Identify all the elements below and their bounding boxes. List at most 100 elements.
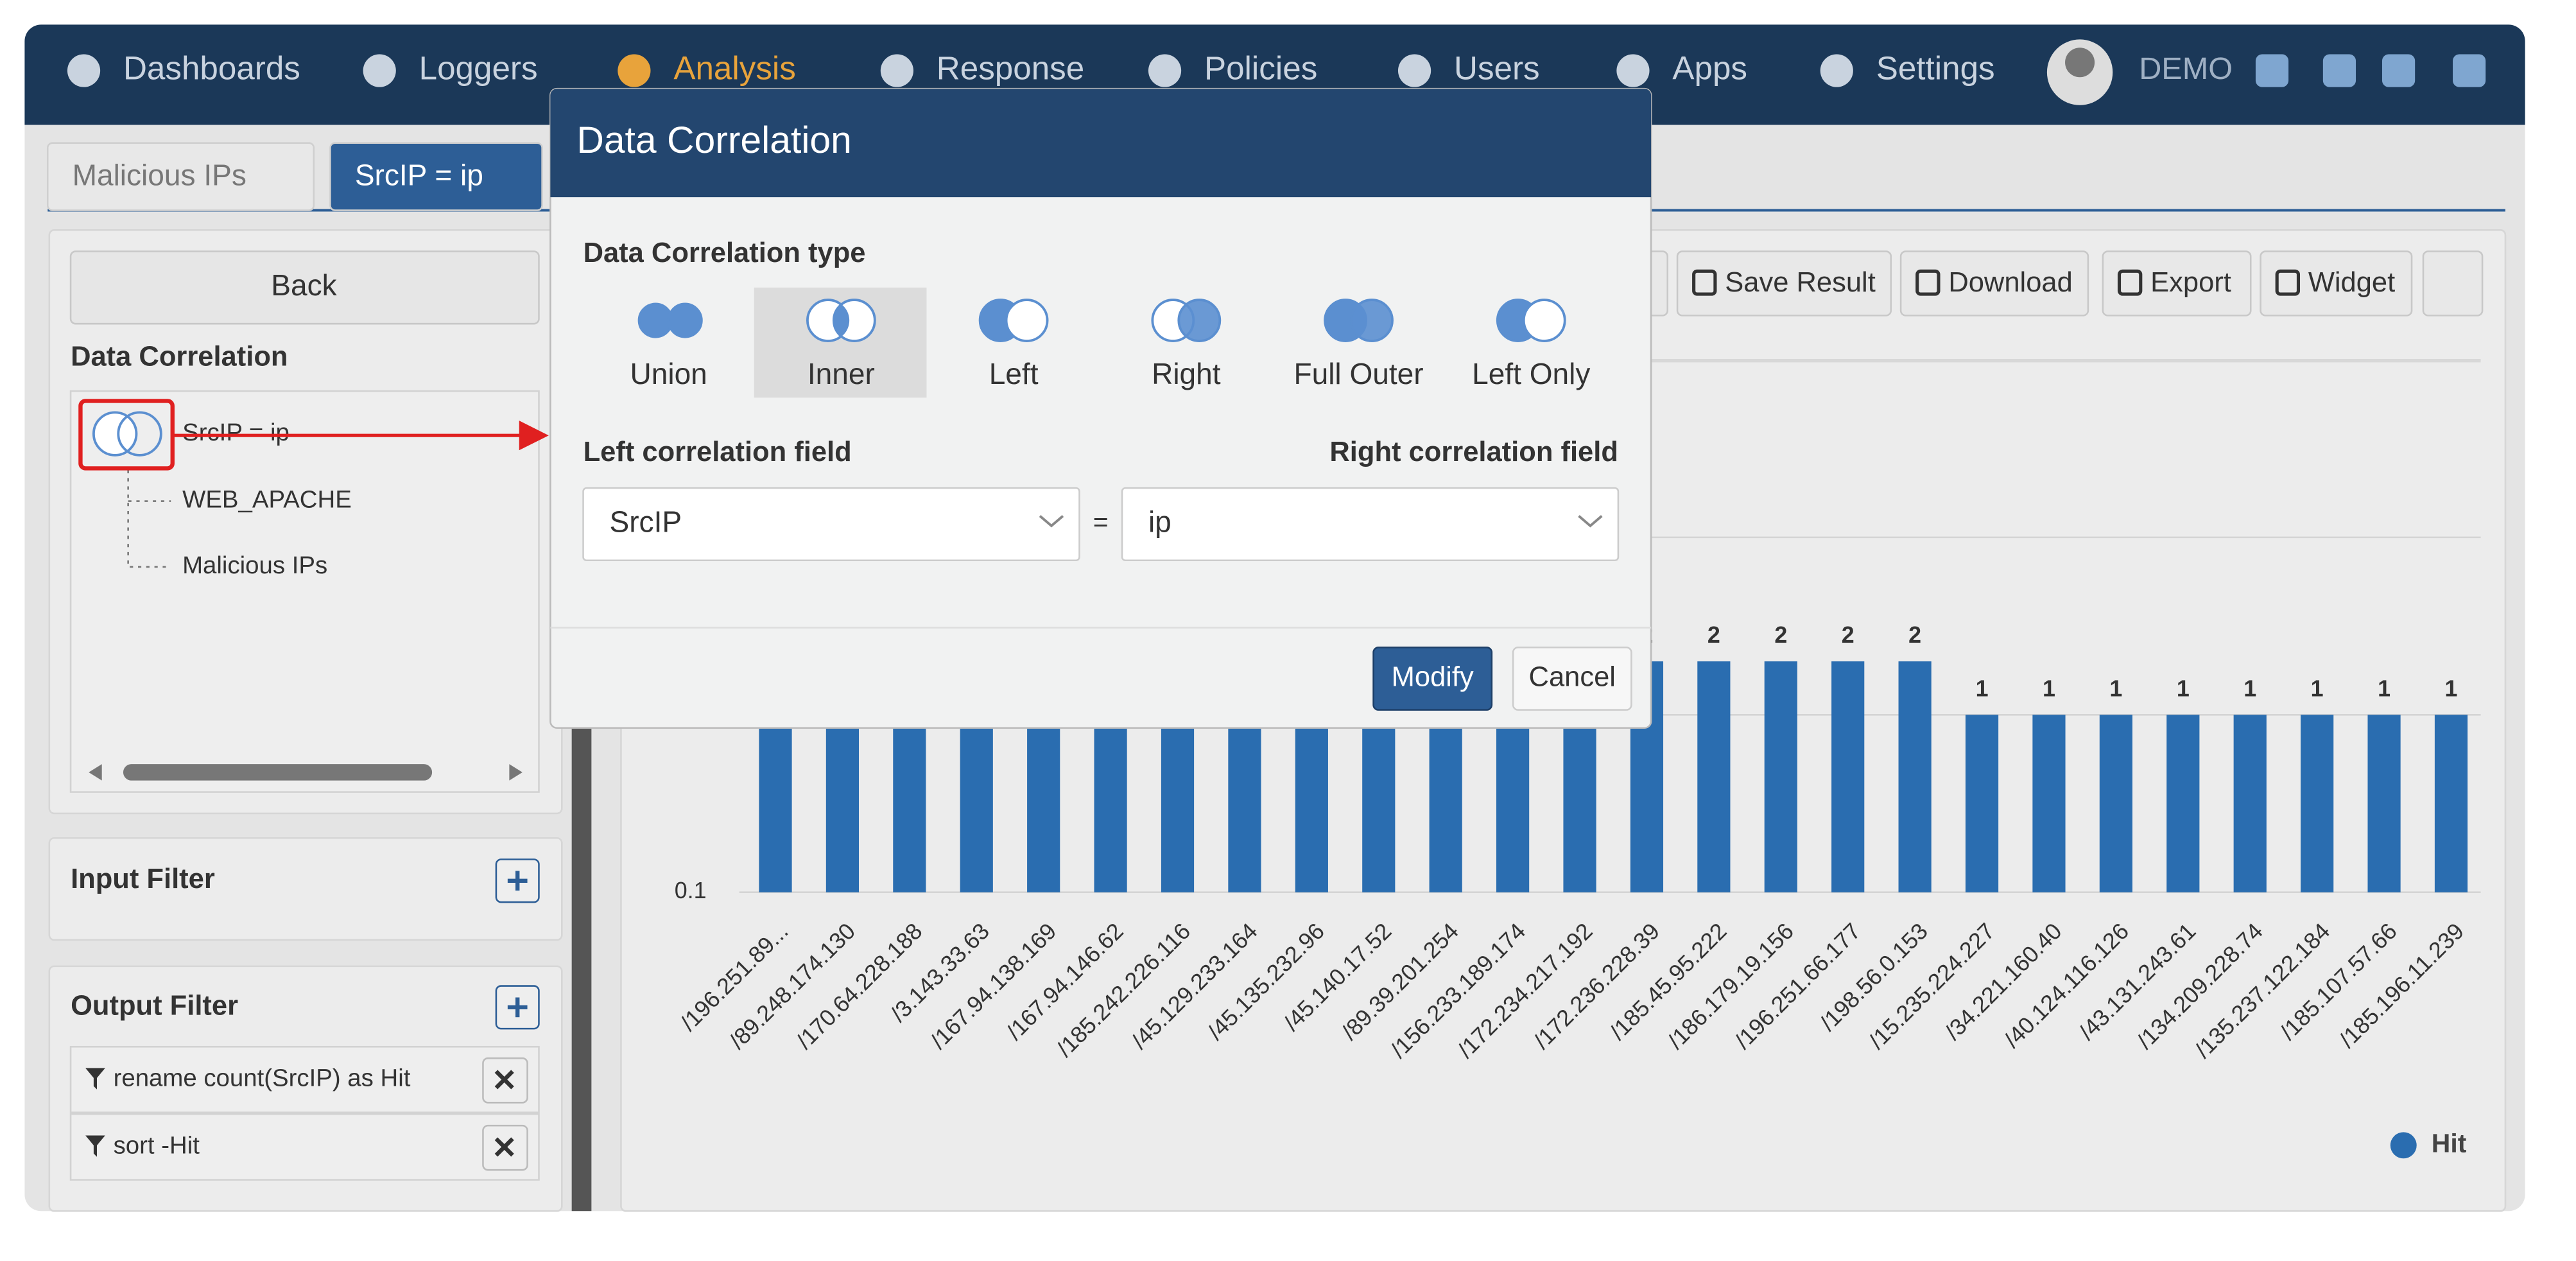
type-icon[interactable]	[667, 302, 703, 338]
type-icon[interactable]	[1522, 299, 1566, 342]
field-label: Left correlation field	[583, 437, 852, 467]
plus	[507, 871, 528, 891]
user-name: DEMO	[2139, 51, 2233, 86]
nav-icon	[618, 54, 651, 87]
cancel-button[interactable]	[1512, 647, 1632, 711]
nav-tool-icon[interactable]	[2322, 54, 2356, 87]
modify-button[interactable]	[1372, 647, 1493, 711]
nav-tool-icon[interactable]	[2255, 54, 2289, 87]
nav-item[interactable]: Policies	[1204, 50, 1317, 87]
select-box[interactable]	[582, 487, 1080, 561]
filter-row	[69, 1045, 540, 1113]
bar	[1697, 661, 1731, 892]
modal-title: Data Correlation	[576, 119, 852, 161]
select-value: SrcIP	[610, 505, 682, 539]
y-tick-label: 0.1	[675, 878, 707, 903]
toolbar-button[interactable]	[1676, 250, 1892, 317]
section-title: Input Filter	[71, 864, 215, 894]
tree-box	[69, 390, 540, 793]
nav-icon	[1397, 54, 1431, 87]
bar	[2434, 715, 2468, 892]
nav-icon	[363, 54, 396, 87]
toolbar-icon	[1692, 269, 1717, 296]
input-filter-panel	[48, 837, 563, 941]
tab[interactable]	[329, 142, 543, 211]
h-scrollbar	[123, 764, 433, 781]
field-label: Right correlation field	[1329, 437, 1618, 467]
nav-icon	[1148, 54, 1182, 87]
type-icon[interactable]	[1005, 299, 1049, 342]
toolbar-label: Save Result	[1725, 267, 1876, 298]
toolbar-icon	[2275, 269, 2301, 296]
button-label: Modify	[1392, 661, 1474, 692]
filter-row	[69, 1113, 540, 1181]
tab-label: SrcIP = ip	[355, 159, 483, 192]
type-icon[interactable]	[1177, 299, 1222, 342]
bar	[1831, 661, 1865, 892]
type-label: Left	[989, 357, 1039, 390]
nav-tool-icon[interactable]	[2382, 54, 2416, 87]
nav-item[interactable]: Analysis	[673, 50, 796, 87]
type-label: Inner	[808, 357, 875, 390]
back-label: Back	[271, 268, 337, 302]
remove-x	[494, 1070, 514, 1090]
select-chevron	[1039, 515, 1064, 528]
filter-icon	[85, 1068, 105, 1090]
nav-icon	[1616, 54, 1650, 87]
tree-node: SrcIP = ip	[182, 419, 290, 446]
value-label: 1	[2177, 675, 2190, 701]
select-value: ip	[1148, 505, 1171, 539]
legend-swatch	[2390, 1132, 2417, 1159]
value-label: 1	[2109, 675, 2122, 701]
bar	[1764, 661, 1797, 892]
tab[interactable]	[46, 142, 315, 211]
back-button[interactable]	[69, 250, 540, 325]
bar	[2099, 715, 2132, 892]
plus	[507, 997, 528, 1018]
nav-icon	[67, 54, 101, 87]
join-icon	[117, 411, 162, 457]
type-icon[interactable]	[1350, 299, 1394, 342]
nav-item[interactable]: Apps	[1672, 50, 1747, 87]
toolbar-button[interactable]	[2260, 250, 2413, 317]
bar	[1898, 661, 1932, 892]
toolbar-button[interactable]	[1899, 250, 2089, 317]
type-label: Right	[1152, 357, 1221, 390]
nav-icon	[1820, 54, 1853, 87]
nav-item[interactable]: Response	[937, 50, 1084, 87]
section-title: Output Filter	[71, 990, 238, 1021]
type-icon[interactable]	[637, 302, 673, 338]
equals: =	[1093, 507, 1109, 537]
avatar-head	[2065, 48, 2095, 78]
value-label: 2	[1707, 622, 1720, 648]
filter-icon	[85, 1135, 105, 1157]
value-label: 1	[1976, 675, 1989, 701]
section-title: Data Correlation	[71, 341, 288, 372]
select-chevron	[1578, 515, 1603, 528]
nav-item[interactable]: Users	[1454, 50, 1540, 87]
select-box[interactable]	[1121, 487, 1620, 561]
remove-x	[494, 1137, 514, 1157]
join-icon	[92, 411, 138, 457]
nav-icon	[880, 54, 913, 87]
filter-text: rename count(SrcIP) as Hit	[114, 1065, 411, 1092]
nav-item[interactable]: Dashboards	[123, 50, 300, 87]
modal-header	[550, 89, 1652, 198]
type-icon-overlap	[833, 304, 850, 337]
toolbar-button[interactable]	[2422, 250, 2484, 317]
bar	[2032, 715, 2066, 892]
value-label: 1	[2311, 675, 2324, 701]
pointer-arrow-head	[519, 421, 549, 451]
value-label: 2	[1842, 622, 1854, 648]
tree-node: Malicious IPs	[182, 552, 327, 579]
nav-tool-icon[interactable]	[2453, 54, 2486, 87]
bar	[2301, 715, 2334, 892]
toolbar-button[interactable]	[2102, 250, 2252, 317]
bar	[2166, 715, 2200, 892]
nav-item[interactable]: Loggers	[419, 50, 538, 87]
tree-lines	[127, 469, 171, 568]
type-label: Left Only	[1472, 357, 1590, 390]
type-label: Full Outer	[1293, 357, 1423, 390]
nav-item[interactable]: Settings	[1876, 50, 1995, 87]
